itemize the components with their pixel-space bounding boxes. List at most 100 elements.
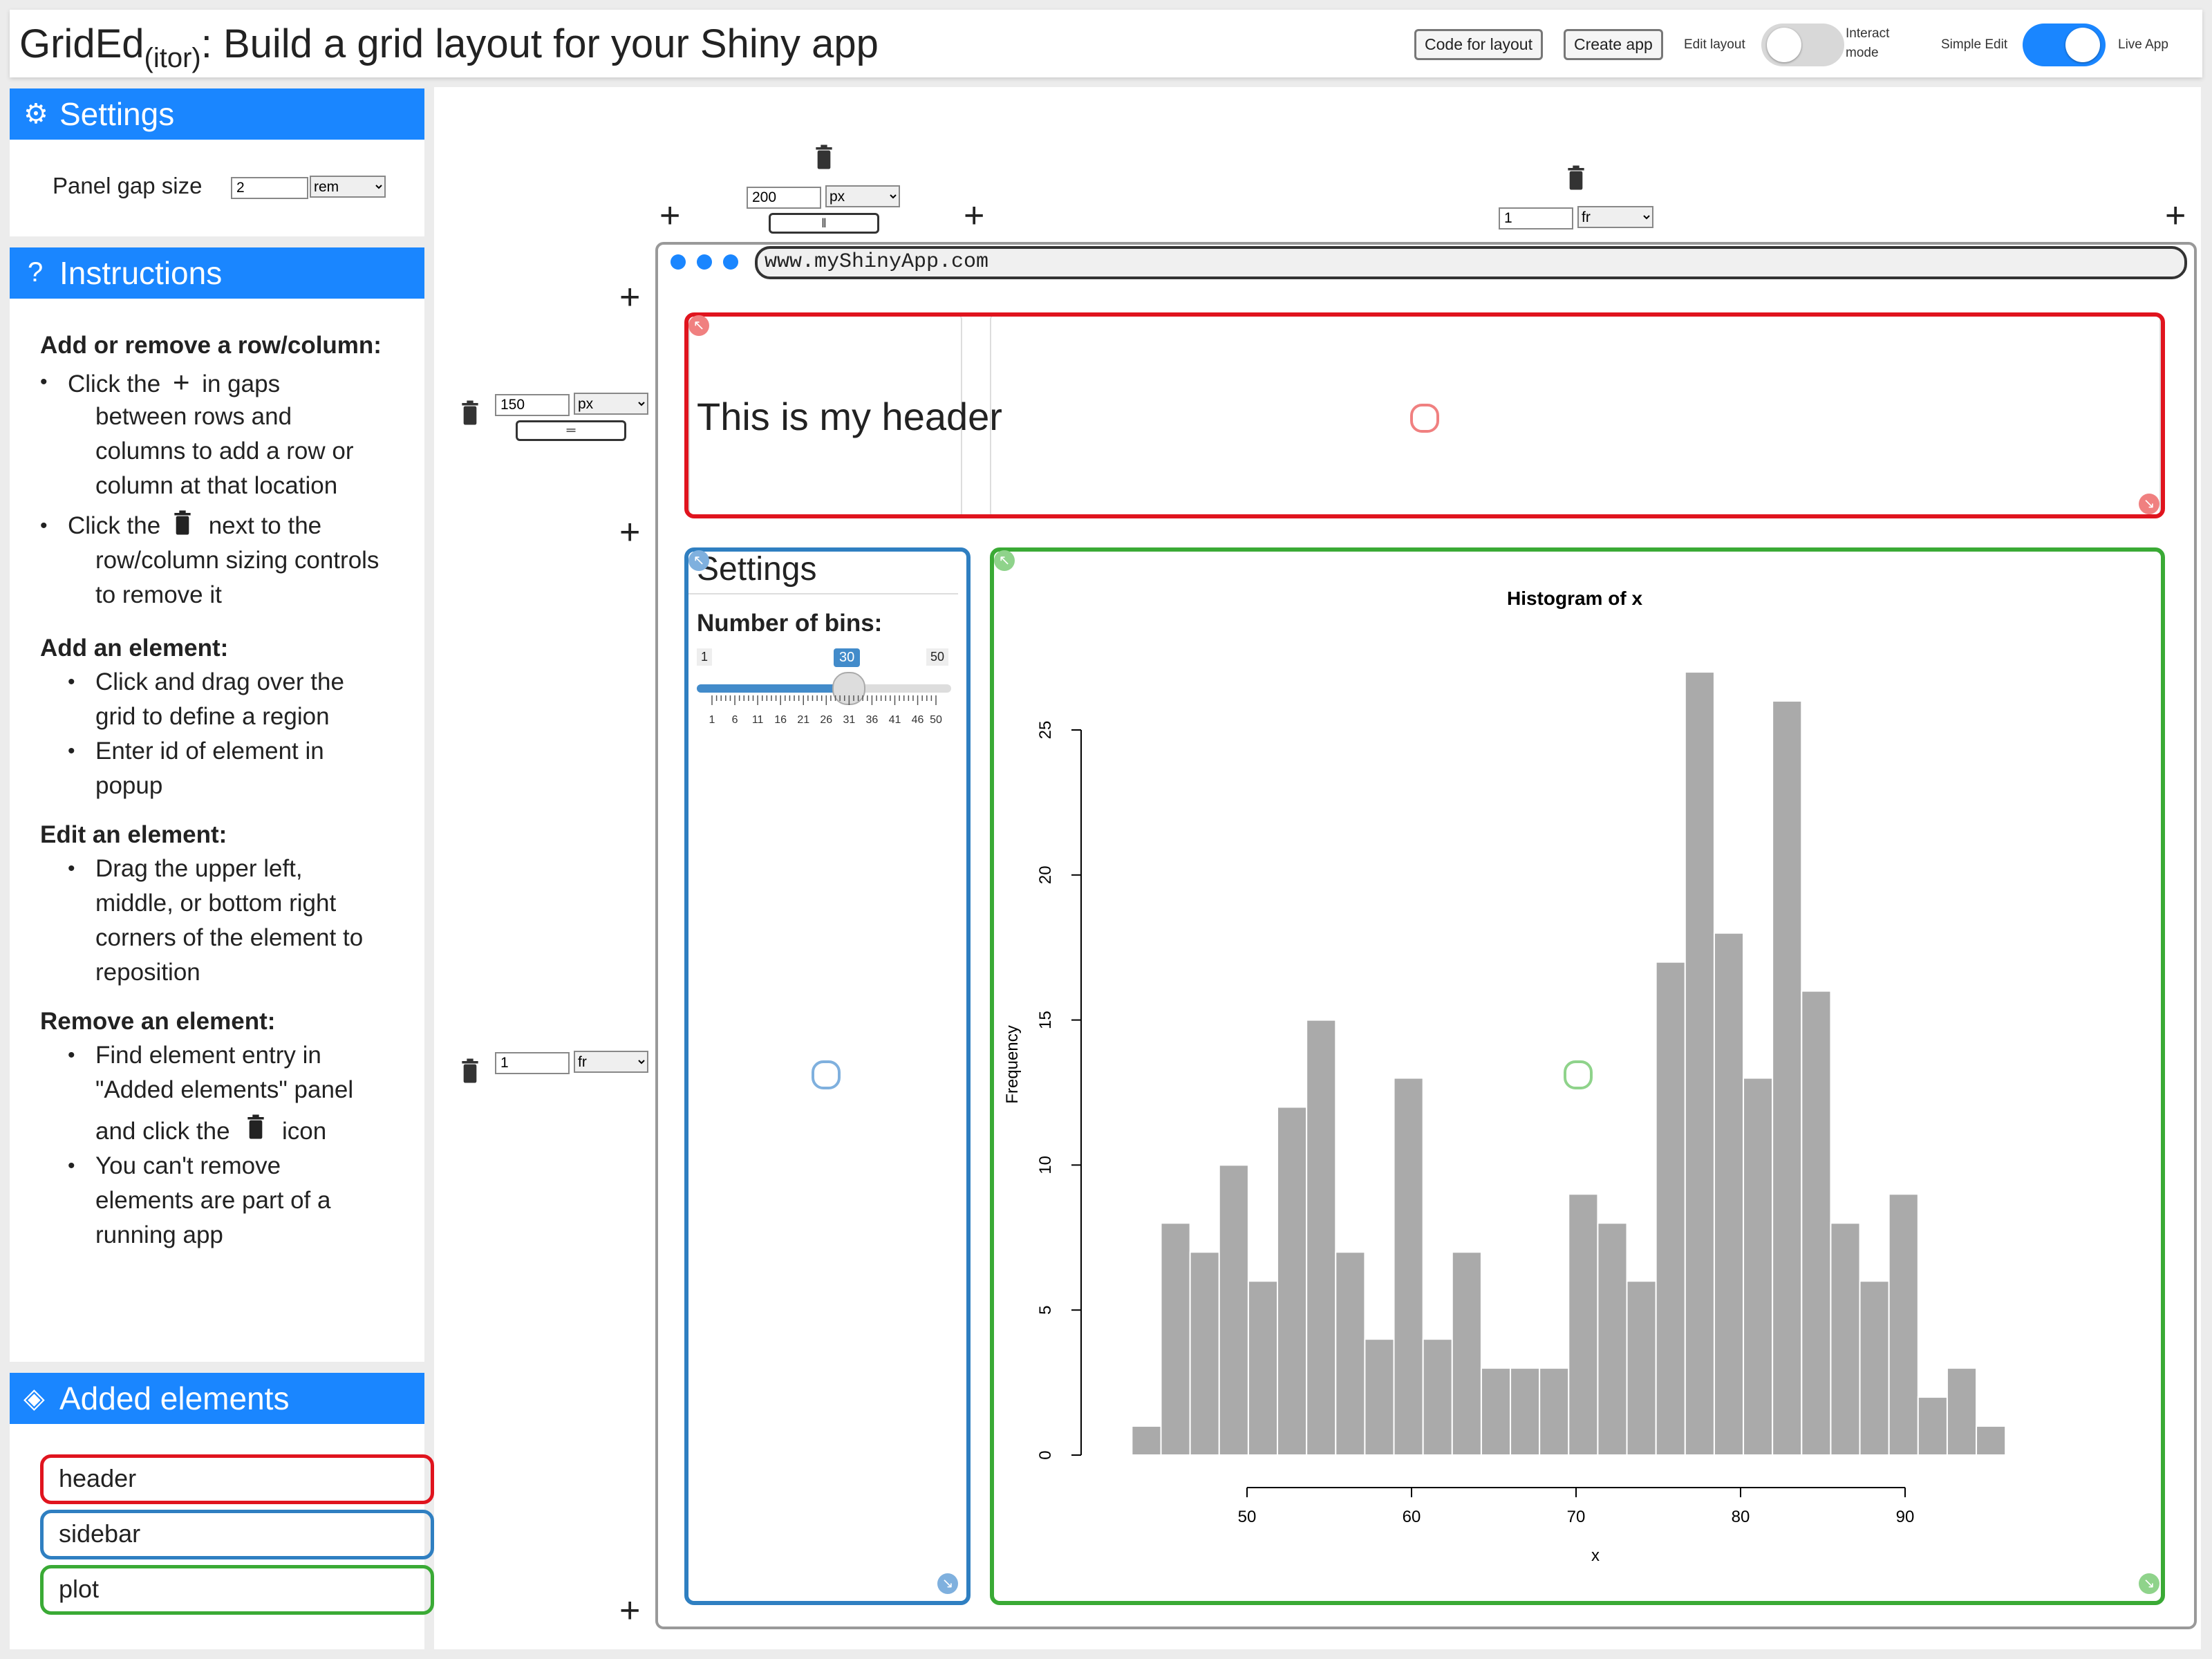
added-elements-header: ◈ Added elements bbox=[10, 1373, 424, 1424]
histogram-bar bbox=[1335, 1251, 1366, 1456]
x-tick-label: 50 bbox=[1238, 1508, 1257, 1526]
slider-ticks: 1 6 11 16 21 26 31 36 41 46 50 bbox=[709, 695, 942, 726]
slider-tick-label: 6 bbox=[732, 714, 738, 726]
row2-unit-select[interactable]: fr bbox=[574, 1051, 648, 1073]
histogram-bar bbox=[1160, 1222, 1191, 1456]
slider-max-label: 50 bbox=[926, 648, 949, 666]
instructions-panel-title: Instructions bbox=[59, 255, 223, 291]
add-column-button[interactable]: + bbox=[964, 196, 985, 236]
move-icon[interactable] bbox=[812, 1060, 841, 1089]
window-dot bbox=[697, 254, 712, 270]
trash-icon bbox=[247, 1114, 264, 1139]
element-entry-plot[interactable]: plot bbox=[40, 1565, 434, 1615]
interact-mode-label-2: mode bbox=[1846, 46, 1879, 60]
x-tick-label: 70 bbox=[1567, 1508, 1586, 1526]
header-element[interactable] bbox=[684, 312, 2165, 518]
col1-resize-handle[interactable]: ‖ bbox=[769, 213, 879, 234]
add-row-button[interactable]: + bbox=[619, 512, 641, 552]
gap-size-label: Panel gap size bbox=[53, 173, 203, 198]
histogram-bar bbox=[1480, 1367, 1512, 1456]
window-dot bbox=[671, 254, 686, 270]
resize-topleft-icon[interactable]: ↖ bbox=[688, 315, 709, 336]
element-label: header bbox=[59, 1464, 137, 1492]
histogram-bar bbox=[1801, 990, 1832, 1456]
gap-unit-select[interactable]: rem bbox=[310, 176, 386, 198]
title-rest: : Build a grid layout for your Shiny app bbox=[200, 21, 879, 66]
y-tick-label: 0 bbox=[1036, 1450, 1055, 1459]
instruction-bullet: • Click the + in gaps bbox=[40, 366, 281, 398]
instruction-heading: Remove an element: bbox=[40, 1008, 276, 1035]
interact-mode-toggle[interactable] bbox=[1761, 24, 1844, 66]
instruction-heading: Edit an element: bbox=[40, 821, 227, 848]
settings-panel: ⚙ Settings Panel gap size rem bbox=[10, 88, 424, 236]
instruction-heading: Add an element: bbox=[40, 635, 229, 662]
y-tick-label: 20 bbox=[1036, 865, 1055, 884]
col1-size-input[interactable] bbox=[747, 187, 821, 209]
plot-element[interactable] bbox=[990, 547, 2165, 1605]
histogram-bar bbox=[1422, 1338, 1453, 1456]
add-column-button[interactable]: + bbox=[2165, 196, 2186, 236]
create-app-button[interactable]: Create app bbox=[1564, 29, 1663, 60]
bullet-dot: • bbox=[68, 1044, 75, 1067]
add-column-button[interactable]: + bbox=[659, 196, 681, 236]
resize-topleft-icon[interactable]: ↖ bbox=[688, 550, 709, 571]
histogram-bar bbox=[1946, 1367, 1978, 1456]
histogram-bar bbox=[1568, 1193, 1599, 1456]
histogram-bar bbox=[1218, 1164, 1249, 1456]
slider-tick-label: 16 bbox=[774, 714, 787, 726]
resize-bottomright-icon[interactable]: ↘ bbox=[2139, 1573, 2159, 1594]
gap-size-input[interactable] bbox=[231, 177, 308, 199]
question-icon: ? bbox=[28, 257, 44, 288]
col1-unit-select[interactable]: px bbox=[825, 185, 900, 207]
histogram-bar bbox=[1976, 1425, 2007, 1456]
histogram-bar bbox=[1247, 1280, 1279, 1456]
col2-size-input[interactable] bbox=[1499, 207, 1573, 229]
slider-min-label: 1 bbox=[697, 648, 713, 666]
url-bar: www.myShinyApp.com bbox=[755, 246, 2187, 279]
sidebar-element[interactable] bbox=[684, 547, 971, 1605]
trash-icon[interactable] bbox=[460, 1058, 480, 1084]
row1-unit-select[interactable]: px bbox=[574, 393, 648, 415]
instruction-text: columns to add a row or bbox=[95, 438, 354, 465]
slider-tick-label: 36 bbox=[866, 714, 879, 726]
toggle-knob bbox=[1767, 28, 1801, 62]
app-title: GridEd(itor): Build a grid layout for yo… bbox=[19, 21, 879, 74]
instruction-text: popup bbox=[95, 772, 163, 799]
histogram-bar bbox=[1131, 1425, 1162, 1456]
instruction-text: Drag the upper left, bbox=[95, 855, 303, 882]
row2-size-input[interactable] bbox=[495, 1052, 570, 1074]
trash-icon[interactable] bbox=[460, 400, 480, 426]
resize-bottomright-icon[interactable]: ↘ bbox=[2139, 494, 2159, 514]
row1-resize-handle[interactable]: ═ bbox=[516, 420, 626, 441]
y-tick-label: 10 bbox=[1036, 1156, 1055, 1174]
instruction-heading: Add or remove a row/column: bbox=[40, 332, 382, 359]
trash-icon[interactable] bbox=[814, 144, 834, 170]
move-icon[interactable] bbox=[1410, 404, 1439, 433]
x-tick-label: 90 bbox=[1896, 1508, 1915, 1526]
sidebar-title: Settings bbox=[697, 551, 817, 588]
histogram-bar bbox=[1189, 1251, 1220, 1456]
col2-unit-select[interactable]: fr bbox=[1577, 206, 1653, 228]
live-app-toggle[interactable] bbox=[2023, 24, 2106, 66]
instruction-text: running app bbox=[95, 1221, 223, 1248]
slider-fill bbox=[697, 684, 847, 693]
chart-title: Histogram of x bbox=[1507, 588, 1642, 609]
move-icon[interactable] bbox=[1564, 1060, 1593, 1089]
code-for-layout-button[interactable]: Code for layout bbox=[1414, 29, 1543, 60]
add-row-button[interactable]: + bbox=[619, 1591, 641, 1631]
x-axis-label: x bbox=[1591, 1546, 1600, 1565]
layers-icon: ◈ bbox=[24, 1383, 45, 1414]
element-entry-header[interactable]: header bbox=[40, 1454, 434, 1504]
trash-icon[interactable] bbox=[1566, 165, 1586, 191]
add-row-button[interactable]: + bbox=[619, 277, 641, 317]
instruction-text: reposition bbox=[95, 959, 200, 986]
element-entry-sidebar[interactable]: sidebar bbox=[40, 1510, 434, 1559]
instruction-text: column at that location bbox=[95, 472, 338, 499]
resize-bottomright-icon[interactable]: ↘ bbox=[937, 1573, 958, 1594]
resize-topleft-icon[interactable]: ↖ bbox=[994, 550, 1015, 571]
row1-size-input[interactable] bbox=[495, 394, 570, 416]
x-tick-label: 60 bbox=[1403, 1508, 1421, 1526]
instruction-bullet: • Click the next to the bbox=[40, 509, 321, 543]
instruction-text: row/column sizing controls bbox=[95, 547, 379, 574]
slider-tick-label: 11 bbox=[752, 714, 764, 726]
